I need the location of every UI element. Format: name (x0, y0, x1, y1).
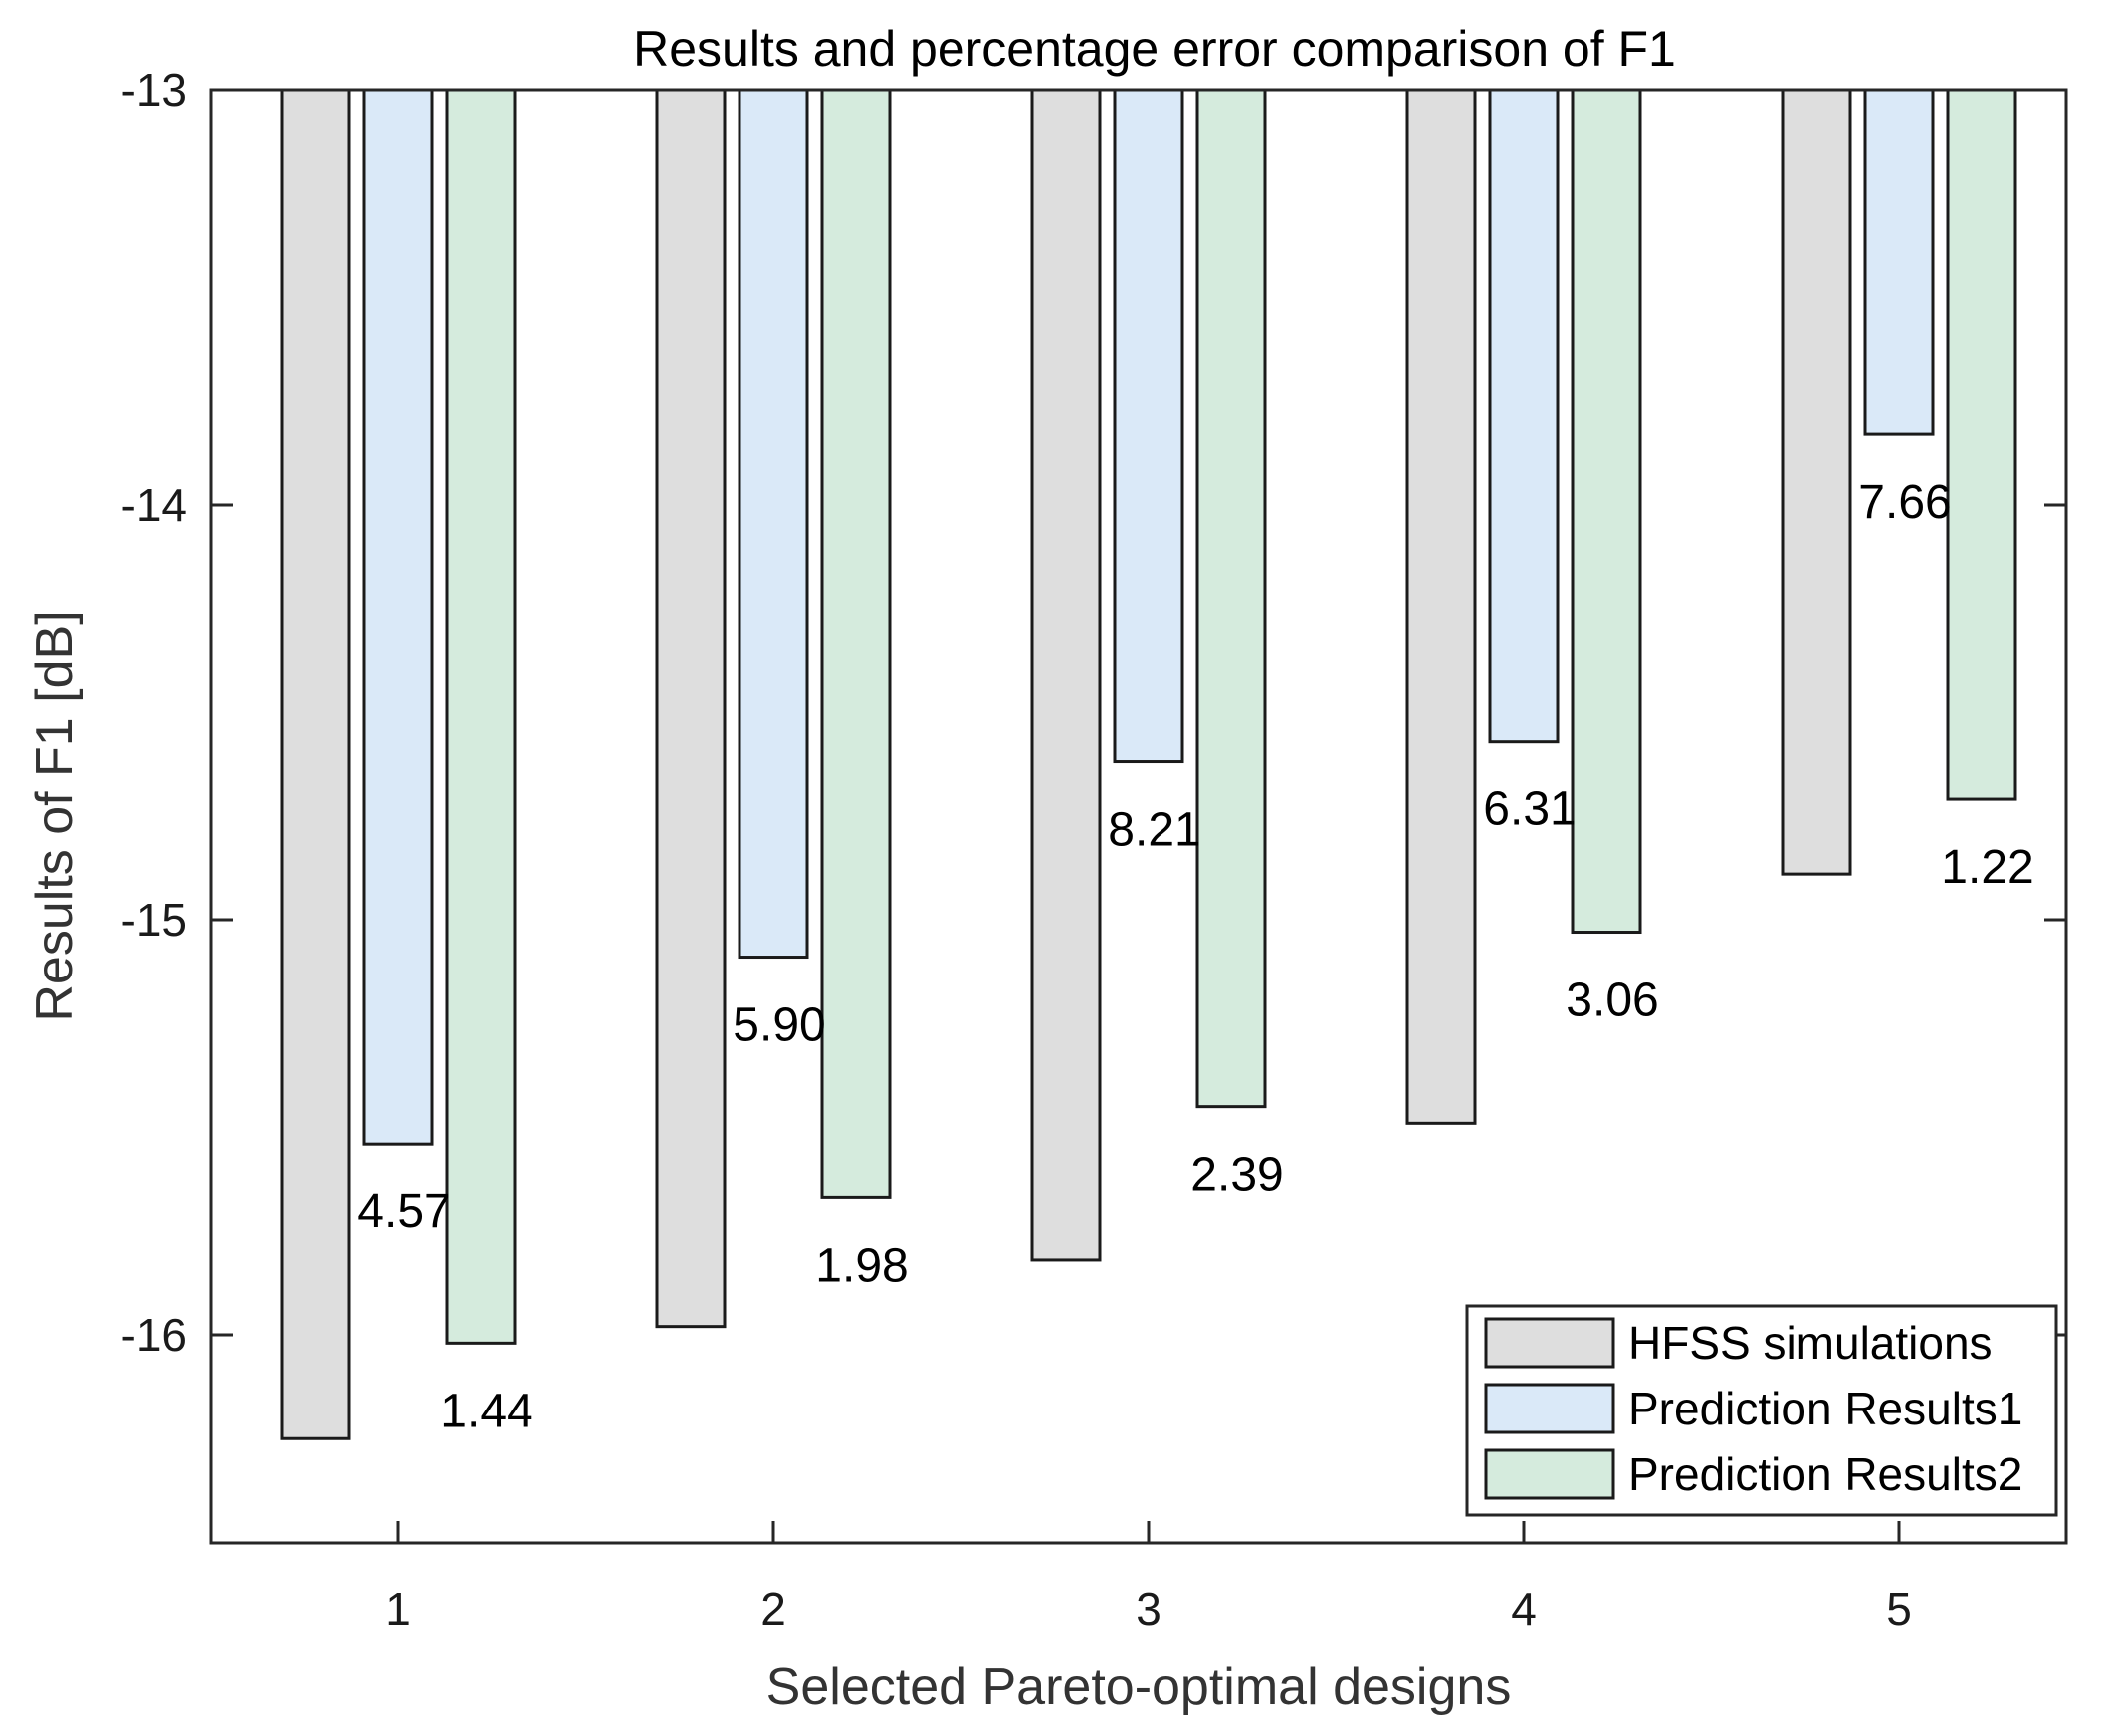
bar-series1-design-4 (1405, 88, 1477, 1125)
data-label-series2-design-4: 6.31 (1483, 783, 1576, 836)
bar-series1-design-5 (1781, 88, 1852, 876)
bars-layer (280, 88, 2017, 1440)
data-label-series2-design-1: 4.57 (357, 1186, 450, 1238)
x-tick-label: 3 (1136, 1583, 1161, 1634)
bar-series2-design-1 (362, 88, 434, 1146)
chart-title: Results and percentage error comparison … (633, 21, 1676, 77)
legend-swatch-series2 (1484, 1383, 1615, 1434)
data-label-series2-design-5: 7.66 (1858, 476, 1951, 529)
bar-series2-design-5 (1863, 88, 1935, 436)
legend-label-series1: HFSS simulations (1628, 1317, 1993, 1369)
x-axis-label: Selected Pareto-optimal designs (766, 1658, 1512, 1716)
bar-series3-design-3 (1195, 88, 1267, 1109)
bar-series2-design-4 (1488, 88, 1560, 744)
data-label-series3-design-1: 1.44 (440, 1385, 532, 1437)
data-label-series3-design-5: 1.22 (1941, 841, 2033, 894)
legend-swatch-series1 (1484, 1317, 1615, 1369)
x-tick-label: 2 (760, 1583, 786, 1634)
data-label-series3-design-3: 2.39 (1190, 1149, 1283, 1201)
bar-series1-design-2 (655, 88, 727, 1329)
bar-series3-design-1 (445, 88, 517, 1345)
bar-series2-design-2 (738, 88, 809, 960)
plot-area-frame (209, 88, 2068, 1545)
y-tick-label: -14 (121, 479, 187, 531)
data-label-series3-design-4: 3.06 (1566, 975, 1658, 1027)
y-tick-label: -13 (121, 64, 187, 115)
y-tick-label: -16 (121, 1309, 187, 1361)
bar-series3-design-2 (820, 88, 892, 1199)
x-tick-label: 4 (1511, 1583, 1537, 1634)
legend-label-series3: Prediction Results2 (1628, 1448, 2022, 1500)
bar-series3-design-5 (1946, 88, 2017, 801)
bar-series3-design-4 (1571, 88, 1642, 935)
bar-series1-design-3 (1030, 88, 1102, 1262)
y-axis-label: Results of F1 [dB] (26, 610, 84, 1021)
x-tick-label: 1 (385, 1583, 411, 1634)
legend: HFSS simulations Prediction Results1 Predi… (1465, 1304, 2058, 1517)
legend-swatch-series3 (1484, 1448, 1615, 1500)
data-label-series2-design-2: 5.90 (733, 999, 825, 1052)
y-axis: -13 -14 -15 -16 (121, 64, 2066, 1361)
bar-series1-design-1 (280, 88, 351, 1440)
data-label-series3-design-2: 1.98 (815, 1239, 908, 1292)
bar-series2-design-3 (1113, 88, 1184, 764)
y-tick-label: -15 (121, 894, 187, 946)
x-axis: 1 2 3 4 5 (385, 1521, 1912, 1634)
legend-label-series2: Prediction Results1 (1628, 1383, 2022, 1434)
x-tick-label: 5 (1886, 1583, 1912, 1634)
data-labels-layer: 4.57 5.90 8.21 6.31 7.66 1.44 1.98 2.39 3.06 1.22 (357, 476, 2033, 1437)
data-label-series2-design-3: 8.21 (1108, 804, 1200, 857)
